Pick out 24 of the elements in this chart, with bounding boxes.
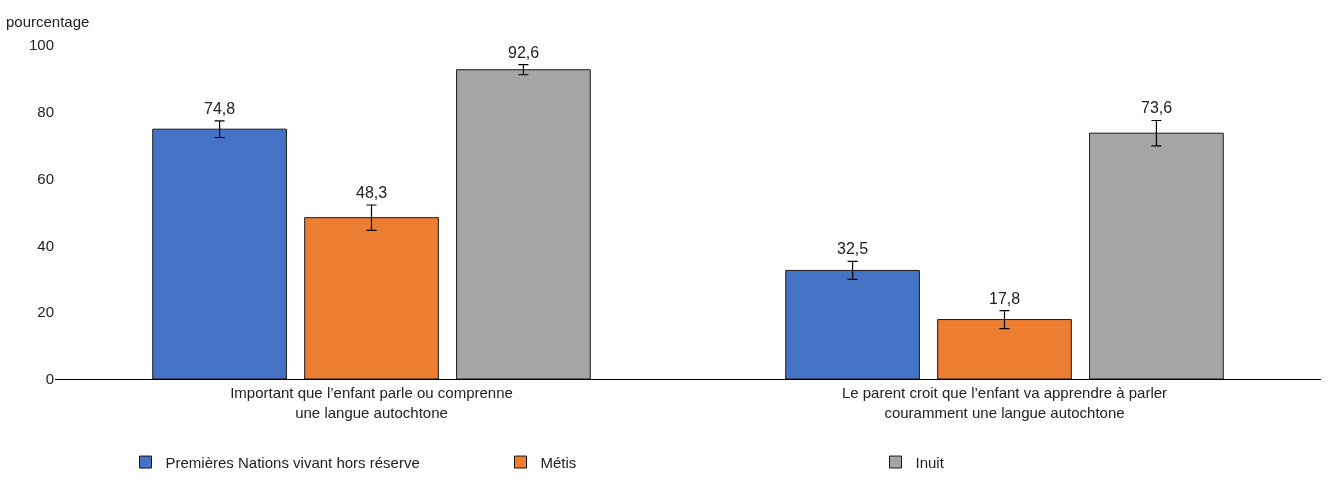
- bar: [456, 69, 591, 379]
- data-label: 17,8: [989, 290, 1021, 307]
- data-label: 73,6: [1141, 99, 1173, 116]
- legend-label: Premières Nations vivant hors réserve: [165, 453, 420, 471]
- y-tick-label: 100: [28, 36, 54, 54]
- bar: [937, 319, 1072, 379]
- bar: [785, 269, 920, 379]
- data-label: 32,5: [837, 240, 869, 257]
- legend-label: Inuit: [915, 453, 945, 471]
- bar: [304, 217, 439, 379]
- data-label: 92,6: [508, 44, 540, 61]
- y-tick-label: 20: [37, 303, 54, 321]
- x-tick-label: Le parent croit que l’enfant va apprendre à parler couramment une langue autochtone: [841, 384, 1168, 421]
- legend-label: Métis: [540, 453, 577, 471]
- y-axis-title: pourcentage: [6, 13, 90, 30]
- y-tick-label: 60: [37, 169, 54, 187]
- y-tick-label: 40: [37, 236, 54, 254]
- bar: [152, 128, 287, 379]
- y-tick-label: 0: [45, 370, 54, 388]
- data-label: 48,3: [356, 184, 388, 201]
- y-tick-label: 80: [37, 103, 54, 121]
- bar: [1089, 132, 1224, 379]
- data-label: 74,8: [204, 100, 236, 117]
- x-tick-label: Important que l’enfant parle ou comprenne une langue autochtone: [230, 384, 513, 421]
